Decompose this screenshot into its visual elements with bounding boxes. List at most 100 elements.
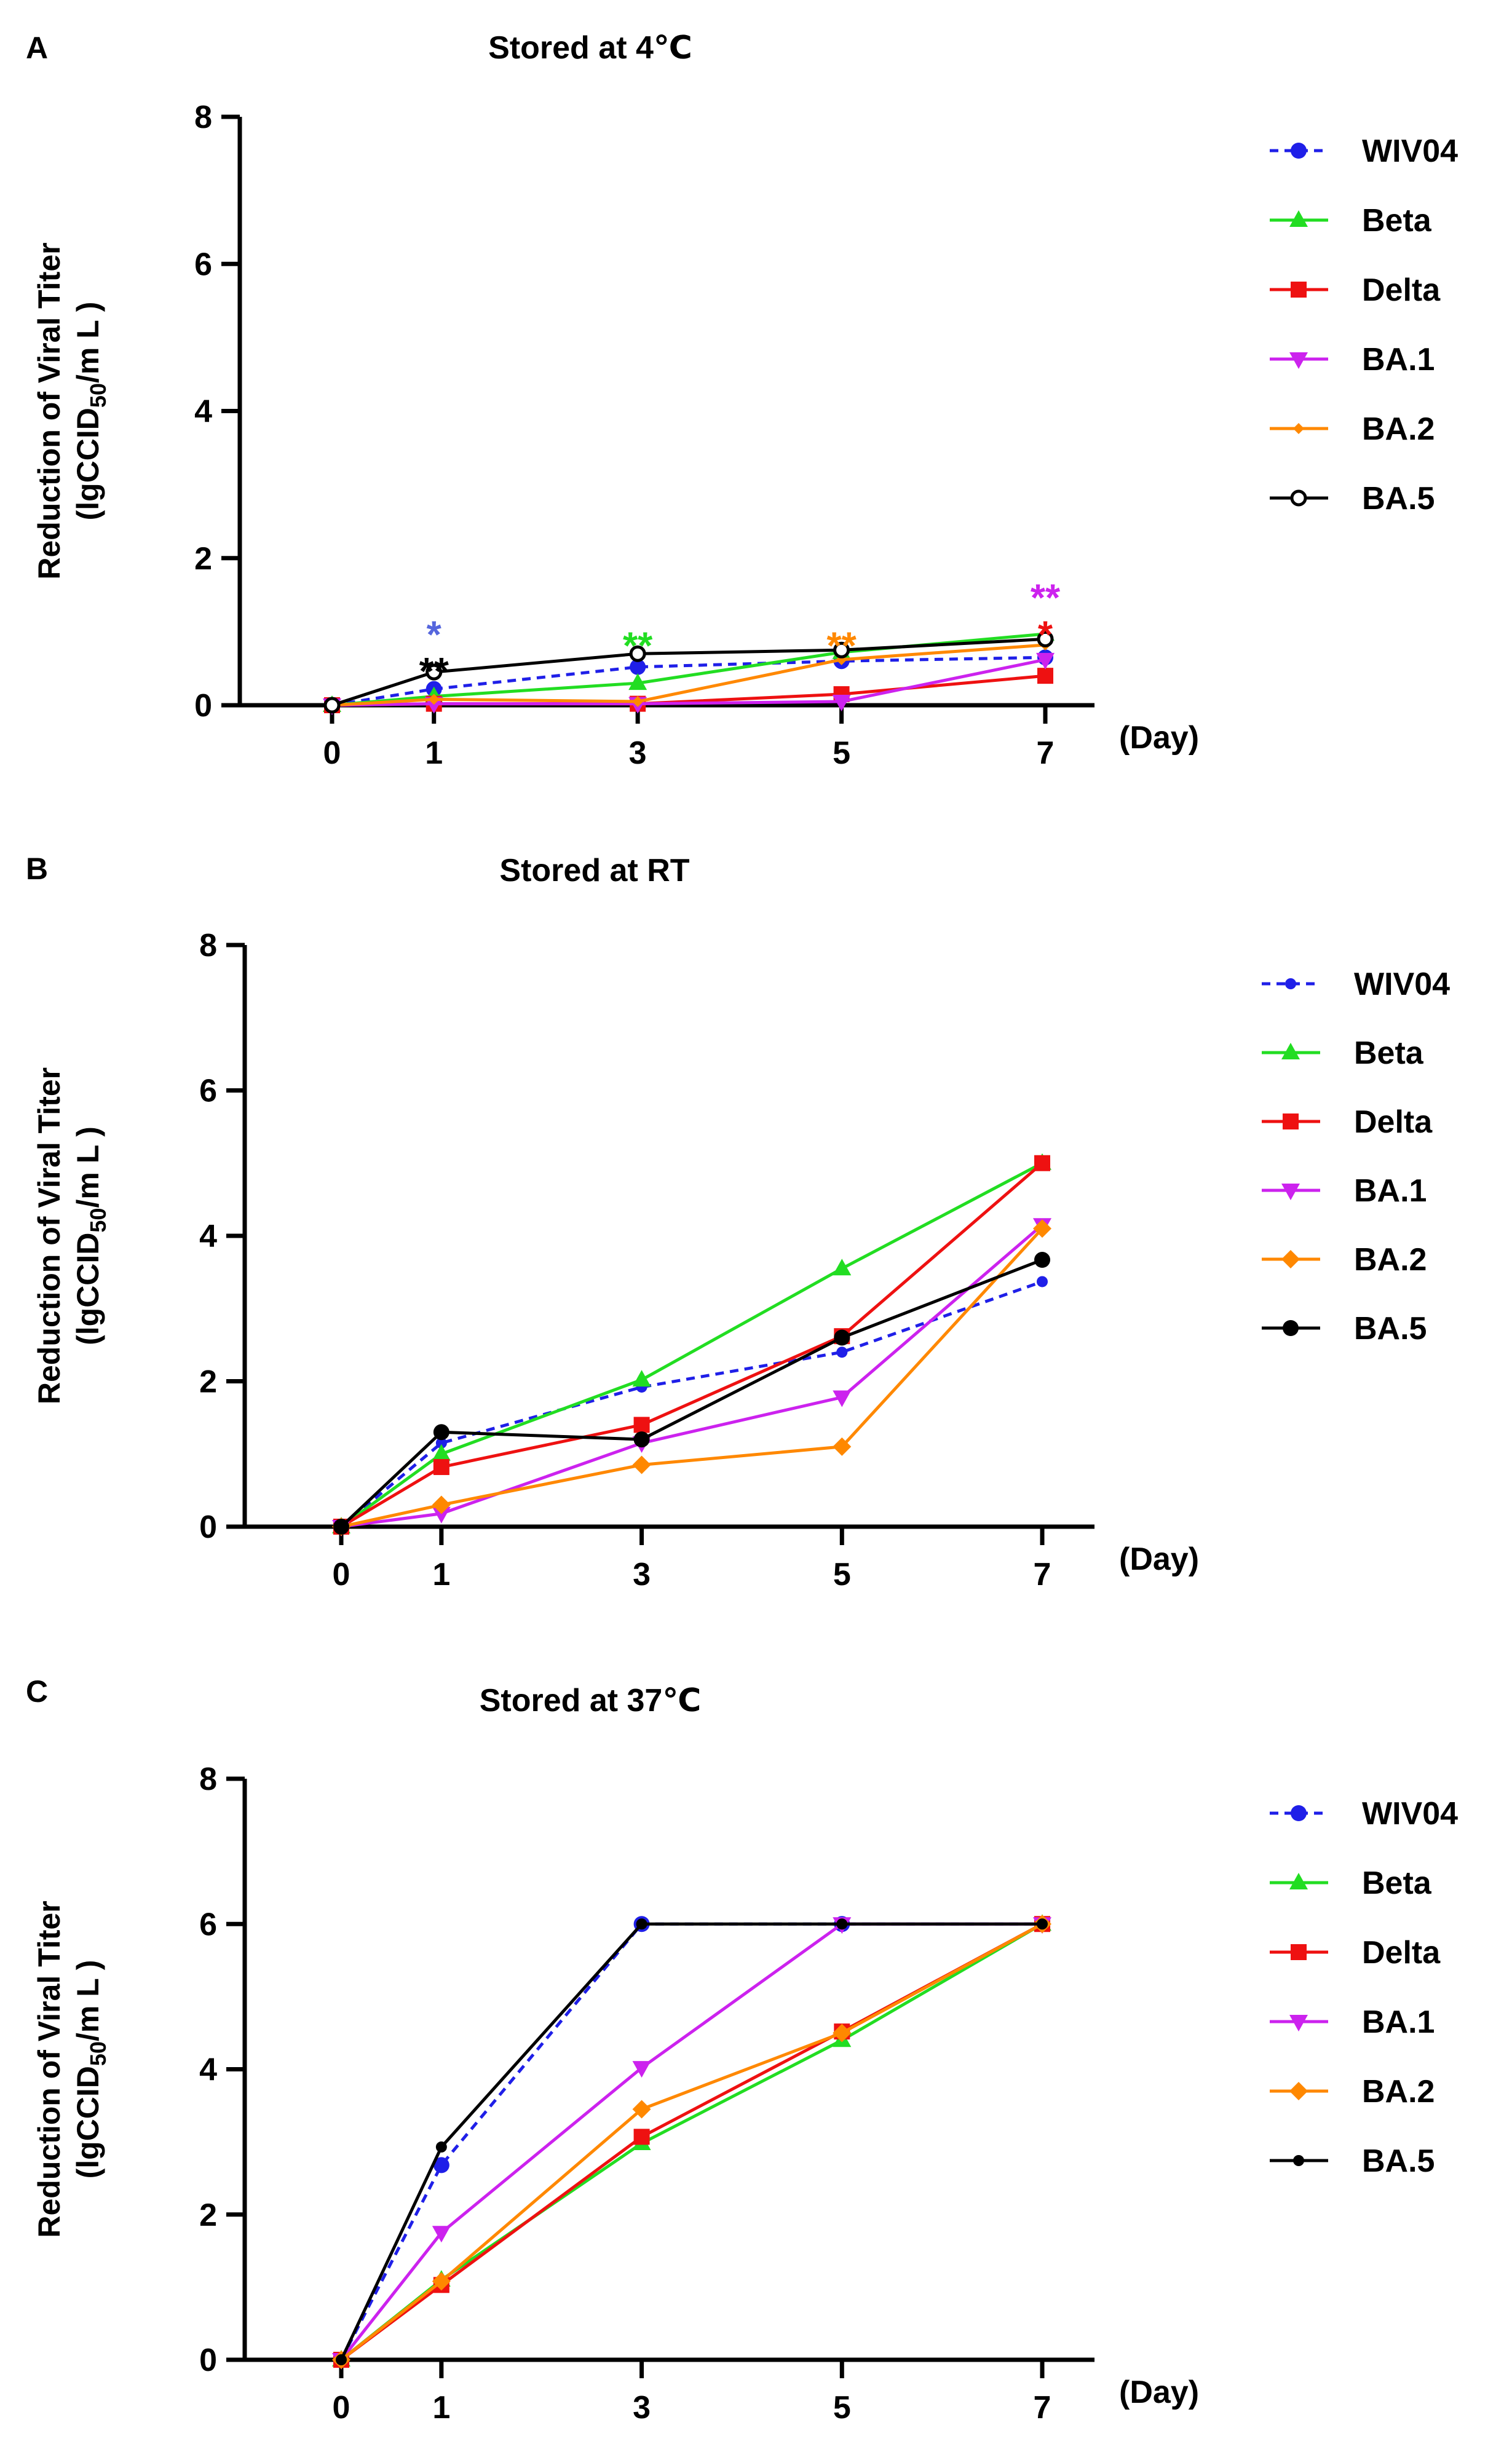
panel-c-series-ba-1-point-day-3 [632,2061,651,2078]
panel-b-legend-beta-swatch-marker [1281,1043,1300,1059]
panel-b-xtick-label-0: 0 [333,1557,350,1592]
panel-a-ytick-label-0: 0 [194,688,212,724]
panel-c-series-ba-5-point-day-1 [435,2141,447,2153]
panel-c-ytick-label-8: 8 [199,1762,217,1797]
panel-c-legend-ba-1-label: BA.1 [1362,2004,1435,2040]
panel-c-series-ba-5-point-day-0 [336,2354,347,2365]
panel-b-xtick-label-1: 1 [432,1557,450,1592]
panel-c-series-ba-2-point-day-5 [833,2023,852,2043]
panel-a-series-wiv04-line [331,655,1046,707]
panel-a-legend-delta-label: Delta [1362,272,1441,308]
panel-c-ylabel-line1: Reduction of Viral Titer [32,1900,66,2237]
panel-b-title: Stored at RT [499,853,689,888]
panel-a-ytick-label-4: 4 [194,394,212,430]
panel-a-xtick-label-5: 5 [833,735,850,771]
panel-b-series-ba-2-point-day-7 [1033,1219,1051,1238]
panel-a-legend-ba-5-label: BA.5 [1362,481,1435,516]
panel-c-series-ba-5-point-day-5 [836,1918,848,1930]
panel-b-ylabel-sub: 50 [85,1208,111,1233]
panel-a-legend-wiv04-label: WIV04 [1362,133,1458,169]
panel-a-ytick-label-2: 2 [194,541,212,577]
panel-c-legend-wiv04-label: WIV04 [1362,1796,1458,1832]
panel-b-xtick-label-3: 3 [633,1557,651,1592]
panel-a-series-beta-point-day-3 [628,673,647,690]
panel-c-letter: C [26,1674,48,1709]
panel-b-legend-ba-5-swatch-marker [1283,1320,1299,1336]
panel-a-xtick-label-7: 7 [1037,735,1055,771]
panel-b-ylabel-suffix: /m L ) [71,1126,105,1208]
panel-c-legend-beta-label: Beta [1362,1865,1432,1901]
panel-a-legend-ba-5-swatch-marker [1290,489,1307,507]
panel-b-ylabel-line1: Reduction of Viral Titer [32,1067,66,1404]
panel-c-series-ba-5-point-day-7 [1037,1918,1048,1930]
panel-c-ytick-label-2: 2 [199,2197,217,2233]
panel-a-series-ba-5-point-day-1 [425,663,443,681]
panel-c-series-ba-5-point-day-3 [636,1918,647,1930]
panel-c-series-delta-point-day-3 [633,2129,650,2145]
panel-c-xtick-label-3: 3 [633,2390,651,2426]
panel-c-xtick-label-0: 0 [333,2390,350,2426]
panel-a-ylabel-suffix: /m L ) [71,302,105,383]
panel-b-series-delta-point-day-1 [433,1459,449,1476]
panel-b-letter: B [26,852,48,886]
panel-a-annotation-5: ** [1031,577,1061,620]
panel-a-legend-ba-2-swatch-marker [1293,423,1304,434]
panel-c-ytick-label-0: 0 [199,2343,217,2378]
panel-a-series-wiv04-point-day-3 [630,659,646,675]
panel-b-series-ba-2-point-day-1 [432,1495,451,1514]
panel-c-legend-ba-5-swatch-marker [1293,2155,1304,2166]
panel-b-series-beta-point-day-5 [833,1259,852,1276]
panel-a-series-ba-5-point-day-7 [1037,630,1054,647]
panel-a-legend-ba-2-label: BA.2 [1362,411,1435,447]
panel-b-legend-beta-label: Beta [1354,1035,1424,1071]
panel-c-legend-ba-5-label: BA.5 [1362,2143,1435,2179]
panel-a-annotation-1: ** [419,651,449,693]
panel-c-xlabel: (Day) [1119,2375,1199,2410]
panel-c-ytick-label-6: 6 [199,1907,217,1942]
panel-a-annotation-0: * [427,614,442,656]
panel-b-ylabel-line2: (lgCCID50/m L ) [71,1126,111,1345]
panel-a-series-ba-5-point-day-5 [833,641,850,659]
panel-c-ylabel-sub: 50 [85,2041,111,2066]
panel-c-legend-wiv04-swatch-marker [1291,1805,1307,1821]
panel-b-legend-ba-1-label: BA.1 [1354,1173,1427,1209]
panel-c-ylabel-suffix: /m L ) [71,1960,105,2041]
panel-a-title: Stored at 4℃ [488,30,692,66]
panel-b-series-ba-5-point-day-0 [333,1519,349,1535]
panel-a-series-ba-1-point-day-5 [832,695,851,712]
panel-a-series-ba-5-point-day-0 [323,697,341,714]
panel-b-series-delta-point-day-7 [1034,1155,1050,1171]
panel-c-series-ba-2-point-day-1 [432,2272,451,2291]
panel-c-legend-delta-swatch-marker [1291,1944,1307,1960]
panel-c-ytick-label-4: 4 [199,2052,217,2088]
panel-c-legend-beta-swatch-marker [1289,1873,1308,1889]
panel-b-legend-ba-2-swatch-marker [1281,1250,1300,1268]
panel-b-series-ba-5-point-day-3 [633,1431,650,1448]
panel-a-annotation-4: * [1038,614,1053,656]
panel-c-legend-ba-1-swatch-marker [1289,2015,1308,2031]
panel-b-series-ba-1-line [341,1224,1043,1529]
panel-b-xlabel: (Day) [1119,1541,1199,1577]
panel-b-series-ba-5-point-day-5 [834,1329,850,1346]
panel-a-series-ba-2-point-day-3 [632,696,644,708]
panel-a-series-ba-1-point-day-7 [1036,652,1055,670]
panel-b-legend-wiv04-label: WIV04 [1354,967,1450,1002]
panel-a-ytick-label-8: 8 [194,100,212,135]
panel-b-series-ba-5-line [340,1258,1043,1528]
panel-b-legend-delta-swatch-marker [1283,1113,1299,1129]
panel-b-ylabel-prefix: (lgCCID [71,1233,105,1345]
panel-a-ylabel-prefix: (lgCCID [71,408,105,520]
panel-b-series-beta-point-day-3 [632,1370,651,1387]
panel-a-annotation-2: ** [623,625,653,667]
panel-c-ylabel-line2: (lgCCID50/m L ) [71,1960,111,2179]
panel-c-series-ba-2-point-day-3 [632,2100,651,2119]
panel-b-ytick-label-6: 6 [199,1074,217,1109]
panel-a-annotation-3: ** [826,625,857,667]
panel-a-legend-beta-label: Beta [1362,203,1432,239]
panel-a-legend-delta-swatch-marker [1291,282,1307,298]
panel-c-legend-ba-2-swatch-marker [1289,2082,1308,2100]
panel-a-series-ba-5-point-day-3 [629,645,646,662]
panel-a-legend-wiv04-swatch-marker [1291,143,1307,159]
panel-c-xtick-label-5: 5 [833,2390,851,2426]
panel-c-xtick-label-7: 7 [1034,2390,1051,2426]
